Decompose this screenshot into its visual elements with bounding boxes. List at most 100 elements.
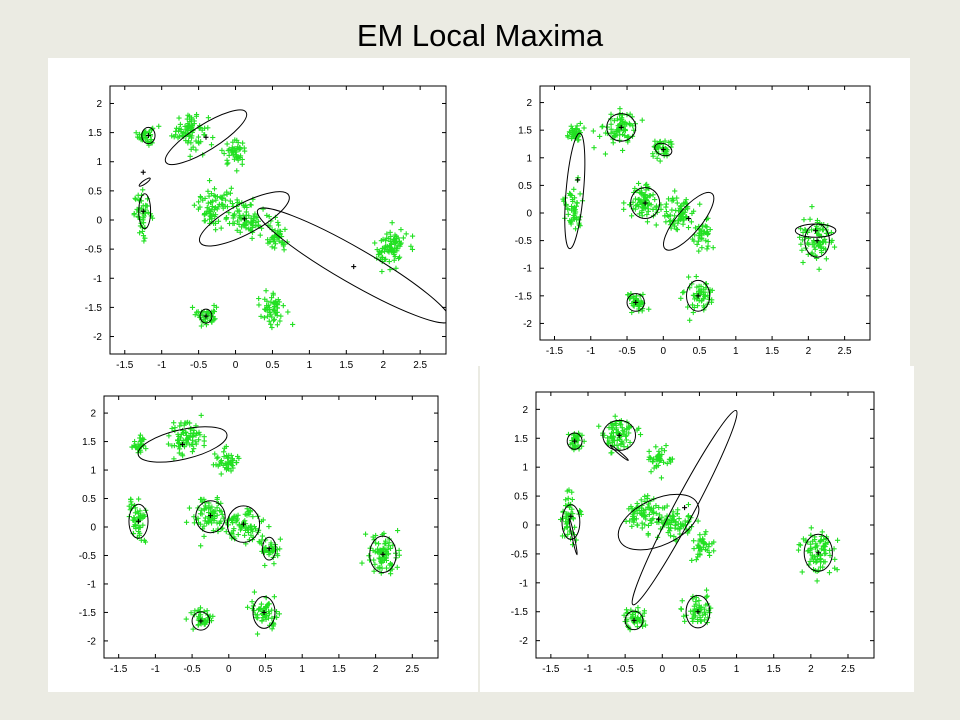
data-point [814, 578, 820, 584]
data-point [563, 521, 569, 527]
data-point [608, 130, 614, 136]
data-point [807, 216, 813, 222]
x-tick-label: 0.5 [266, 360, 280, 371]
data-point [257, 540, 263, 546]
data-point [137, 508, 143, 514]
data-point [252, 211, 258, 217]
data-point [136, 496, 142, 502]
data-point [648, 520, 654, 526]
data-point [225, 160, 231, 166]
x-tick-label: 1.5 [339, 360, 353, 371]
data-point [145, 209, 151, 216]
data-point [662, 138, 668, 144]
data-point [685, 274, 692, 280]
data-point [275, 296, 281, 303]
data-point [389, 220, 395, 226]
data-point [635, 302, 641, 308]
data-point [239, 161, 245, 167]
data-point [639, 117, 645, 123]
y-tick-label: -1 [523, 264, 532, 275]
data-point [663, 442, 669, 449]
data-point [181, 129, 187, 136]
data-point [269, 324, 275, 331]
y-tick-label: 0.5 [518, 181, 532, 192]
data-point [635, 180, 642, 187]
x-tick-label: -0.5 [183, 664, 201, 675]
data-point [215, 218, 222, 224]
data-point [275, 222, 282, 228]
data-point [259, 618, 265, 624]
data-point [229, 200, 236, 207]
data-point [650, 516, 656, 522]
gaussian-ellipse [568, 517, 578, 556]
data-point [199, 127, 205, 133]
data-point [139, 228, 146, 235]
data-point [246, 213, 252, 219]
data-point [817, 220, 823, 226]
data-point [245, 529, 252, 536]
data-point [135, 528, 142, 535]
data-point [639, 525, 645, 531]
data-point [612, 413, 618, 419]
data-point [177, 121, 183, 127]
data-point [804, 240, 811, 246]
data-point [267, 238, 273, 245]
gaussian-ellipse [138, 193, 152, 230]
data-point [221, 449, 227, 455]
data-point [366, 553, 372, 559]
data-point [576, 137, 582, 143]
data-point [691, 538, 697, 544]
data-point [132, 510, 139, 516]
data-point [190, 441, 196, 448]
data-point [211, 220, 217, 226]
data-point [171, 420, 177, 426]
data-point [657, 158, 663, 164]
x-tick-label: -1 [157, 360, 166, 371]
data-point [142, 235, 148, 241]
data-point [169, 133, 175, 139]
data-point [628, 213, 635, 219]
data-point [254, 631, 261, 637]
data-point [266, 601, 272, 607]
data-point [217, 507, 223, 514]
y-tick-label: 2 [522, 405, 528, 416]
data-point [206, 177, 213, 184]
y-tick-label: 0 [522, 521, 528, 532]
data-point [371, 568, 377, 574]
data-point [709, 297, 715, 303]
data-point [647, 517, 653, 524]
data-point [700, 303, 707, 309]
data-point [218, 518, 224, 524]
data-point [201, 132, 207, 138]
data-point [632, 196, 639, 202]
data-point [231, 513, 237, 519]
data-point [229, 145, 235, 151]
data-point [208, 191, 215, 197]
data-point [816, 231, 822, 237]
data-point [221, 150, 227, 157]
data-point [696, 248, 702, 254]
data-point [205, 518, 211, 525]
data-point [240, 140, 246, 146]
data-point [201, 434, 207, 440]
cluster-center [633, 299, 639, 305]
data-point [591, 145, 597, 151]
data-point [809, 227, 815, 233]
x-tick-label: 0 [661, 346, 667, 357]
data-point [266, 213, 272, 220]
data-point [141, 238, 147, 244]
x-tick-label: 1 [733, 346, 739, 357]
data-point [263, 288, 269, 294]
data-point [179, 451, 185, 457]
data-point [707, 226, 713, 233]
data-point [217, 520, 223, 527]
data-point [569, 496, 575, 503]
data-point [237, 229, 243, 235]
data-point [270, 290, 276, 296]
data-point [266, 622, 273, 628]
data-point [637, 189, 643, 196]
data-point [210, 613, 216, 619]
data-point [563, 497, 569, 503]
data-point [660, 459, 667, 465]
data-point [230, 215, 236, 221]
